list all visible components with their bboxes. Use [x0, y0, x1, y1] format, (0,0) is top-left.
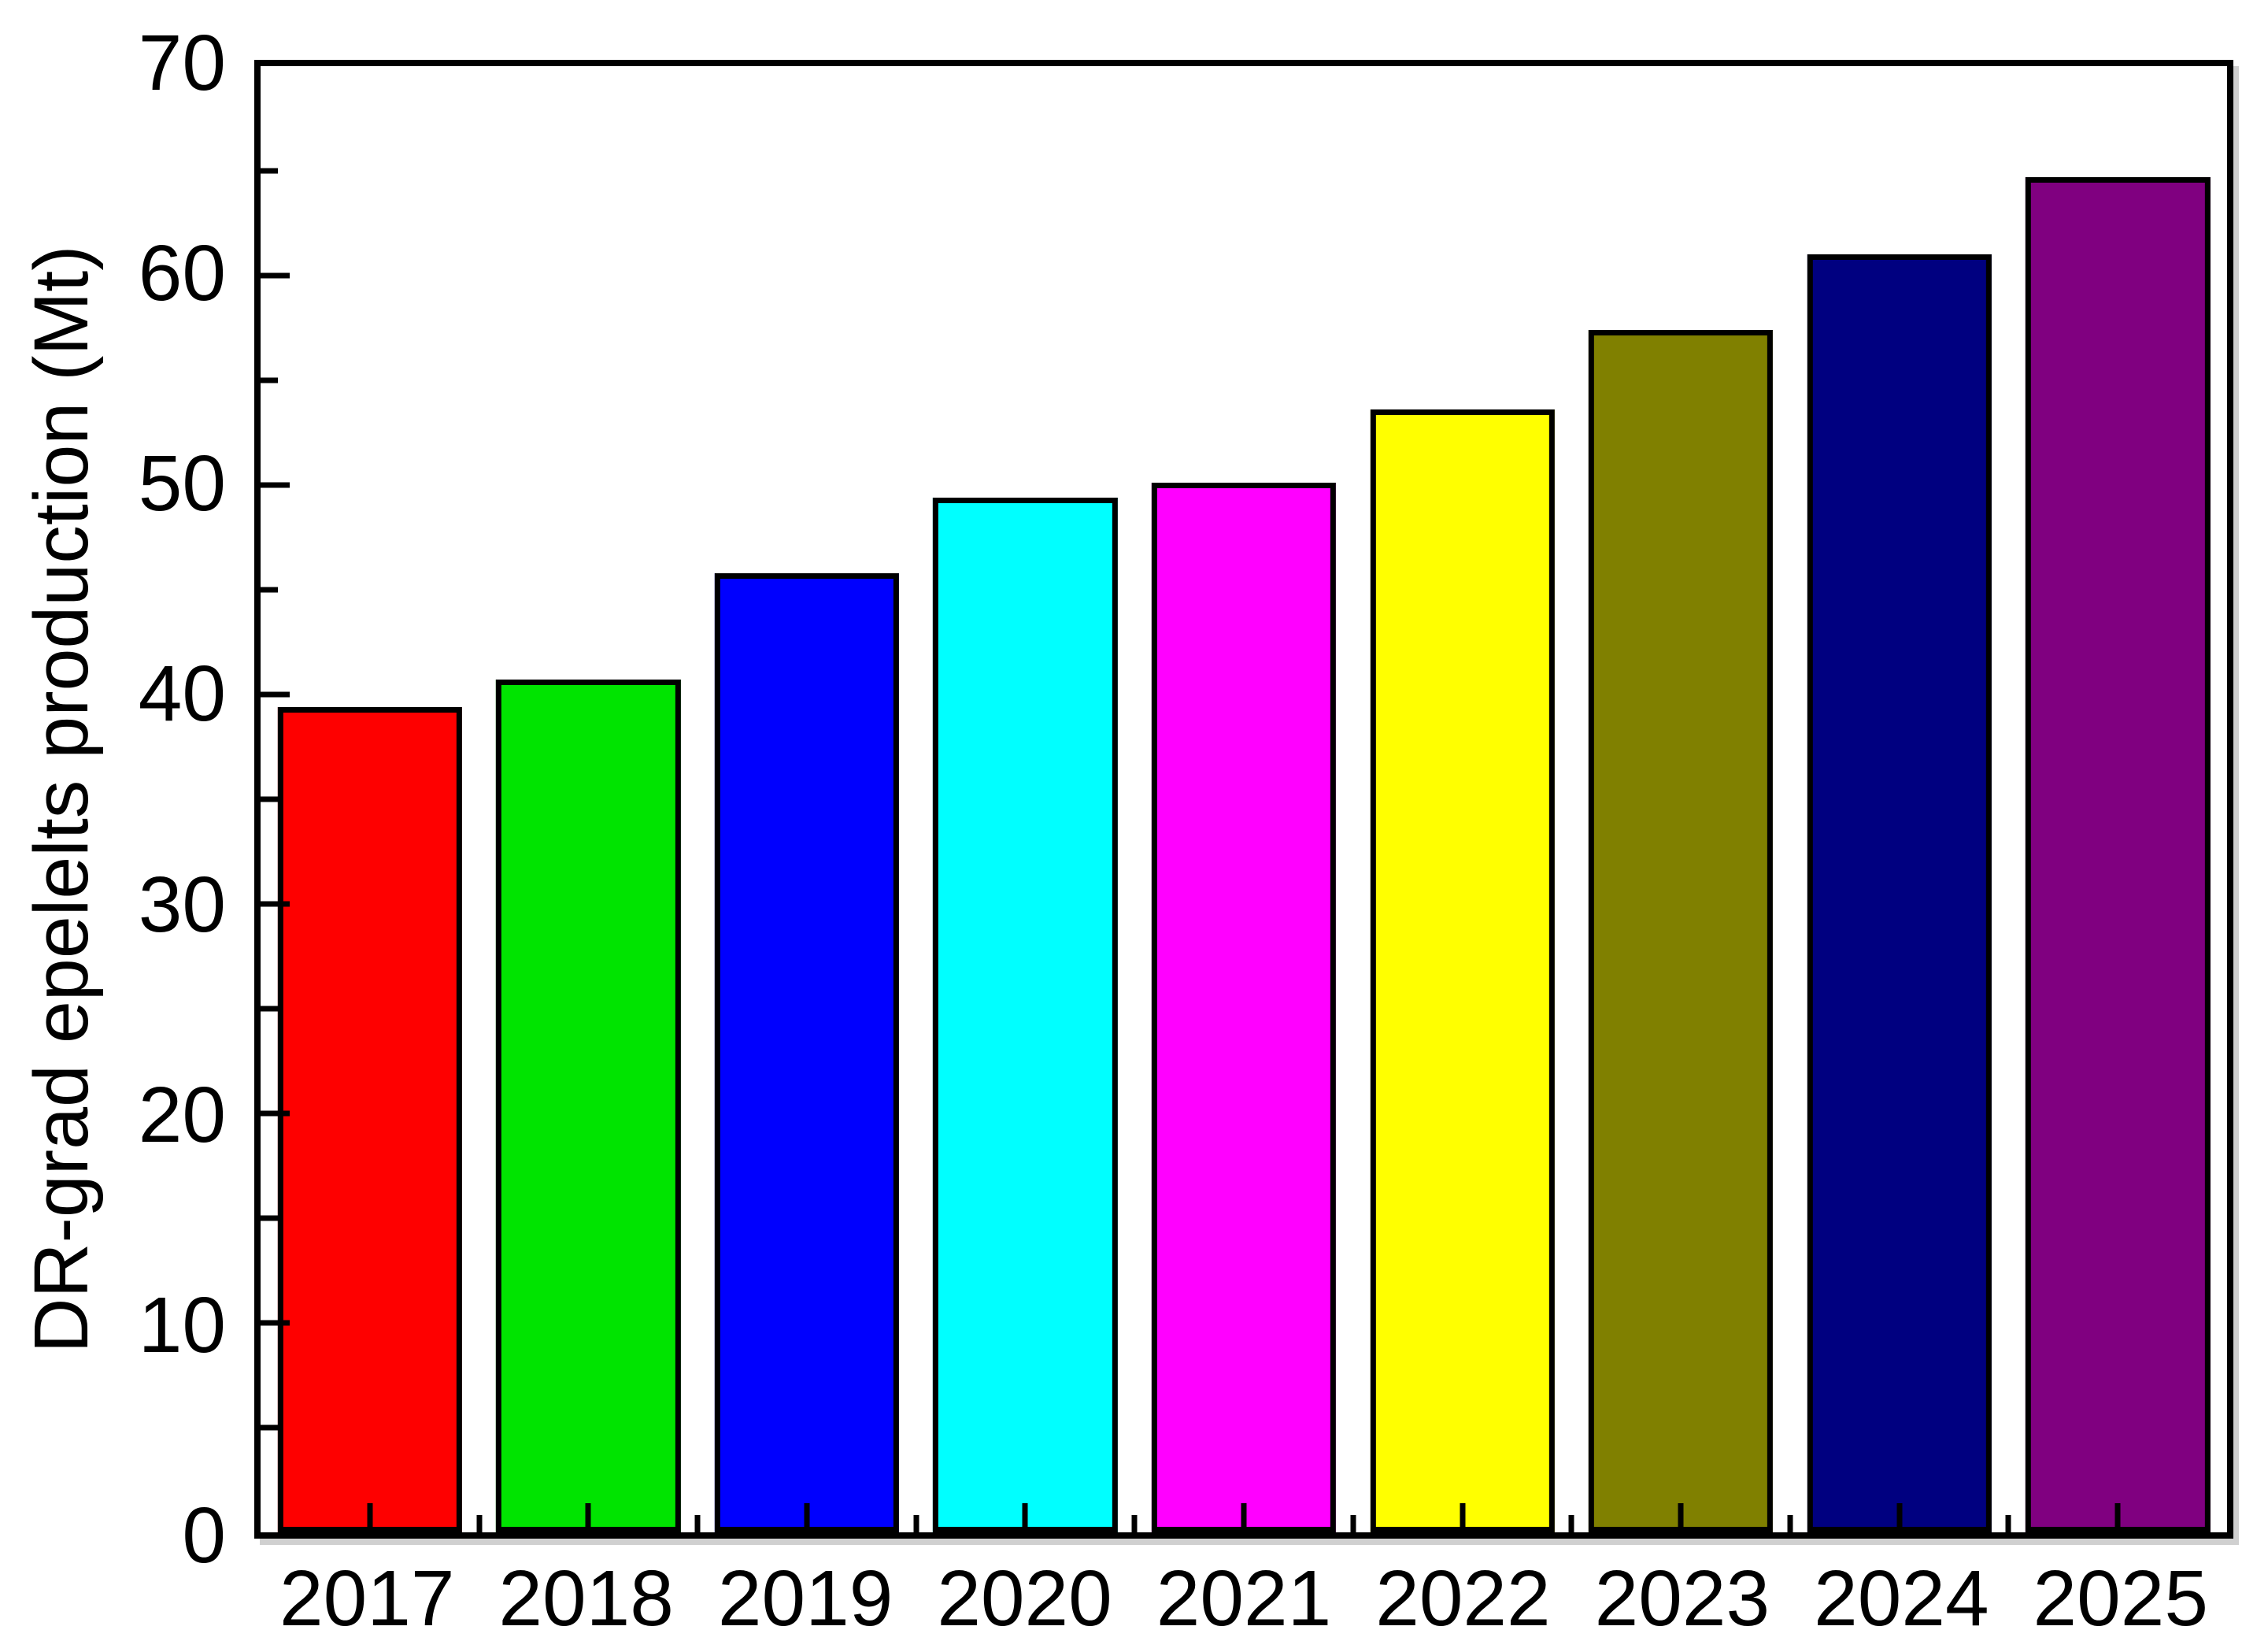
y-tick-label: 60 [138, 229, 226, 318]
bar-2023[interactable] [1588, 330, 1774, 1532]
x-axis-major-tick [2114, 1503, 2121, 1532]
y-axis-minor-tick [261, 587, 278, 593]
y-tick-label: 20 [138, 1070, 226, 1159]
y-axis-minor-tick [261, 1215, 278, 1221]
x-axis-minor-tick [476, 1515, 483, 1532]
x-axis-major-tick [1022, 1503, 1028, 1532]
x-axis-minor-tick [913, 1515, 919, 1532]
x-axis-minor-tick [1787, 1515, 1793, 1532]
bar-2025[interactable] [2026, 176, 2211, 1532]
y-tick-label: 10 [138, 1280, 226, 1369]
y-axis-minor-tick [261, 377, 278, 383]
y-axis-minor-tick [261, 168, 278, 174]
y-axis-major-tick [261, 272, 290, 279]
bar-2022[interactable] [1370, 409, 1555, 1532]
y-axis-major-tick [261, 691, 290, 698]
y-tick-labels: 0 10 20 30 40 50 60 70 [0, 24, 226, 1575]
x-axis-major-tick [367, 1503, 373, 1532]
x-tick-label: 2022 [1375, 1554, 1551, 1641]
bar-2020[interactable] [933, 497, 1118, 1532]
bar-2021[interactable] [1151, 483, 1337, 1532]
x-axis-minor-tick [2005, 1515, 2011, 1532]
y-tick-label: 0 [182, 1491, 226, 1580]
x-axis-minor-tick [694, 1515, 701, 1532]
y-axis-minor-tick [261, 796, 278, 802]
x-axis-minor-tick [1131, 1515, 1138, 1532]
y-axis-minor-tick [261, 1006, 278, 1012]
x-tick-label: 2019 [717, 1554, 894, 1641]
y-axis-major-tick [261, 482, 290, 488]
x-axis-major-tick [1896, 1503, 1903, 1532]
y-axis-major-tick [261, 1320, 290, 1326]
x-tick-label: 2017 [279, 1554, 455, 1641]
bar-2024[interactable] [1807, 254, 1992, 1532]
x-axis-minor-tick [1568, 1515, 1574, 1532]
y-tick-label: 40 [138, 650, 226, 739]
x-axis-minor-tick [1350, 1515, 1356, 1532]
x-axis-major-tick [1241, 1503, 1247, 1532]
bar-2018[interactable] [496, 680, 681, 1532]
x-tick-label: 2024 [1814, 1554, 1989, 1641]
x-tick-label: 2020 [937, 1554, 1112, 1641]
y-tick-label: 30 [138, 860, 226, 949]
x-axis-major-tick [804, 1503, 810, 1532]
y-axis-minor-tick [261, 1424, 278, 1431]
x-tick-label: 2021 [1156, 1554, 1332, 1641]
x-tick-labels: 2017 2018 2019 2020 2021 2022 2023 2024 2025 [257, 1558, 2230, 1641]
bar-2019[interactable] [714, 572, 900, 1532]
x-axis-major-tick [1460, 1503, 1466, 1532]
x-tick-label: 2018 [498, 1554, 674, 1641]
y-tick-label: 70 [138, 19, 226, 107]
plot-area [254, 60, 2233, 1539]
x-tick-label: 2025 [2033, 1554, 2208, 1641]
y-tick-label: 50 [138, 439, 226, 528]
x-axis-major-tick [585, 1503, 591, 1532]
x-tick-label: 2023 [1594, 1554, 1770, 1641]
y-axis-major-tick [261, 1110, 290, 1117]
x-axis-major-tick [1678, 1503, 1684, 1532]
y-axis-major-tick [261, 901, 290, 907]
bar-2017[interactable] [277, 706, 462, 1532]
